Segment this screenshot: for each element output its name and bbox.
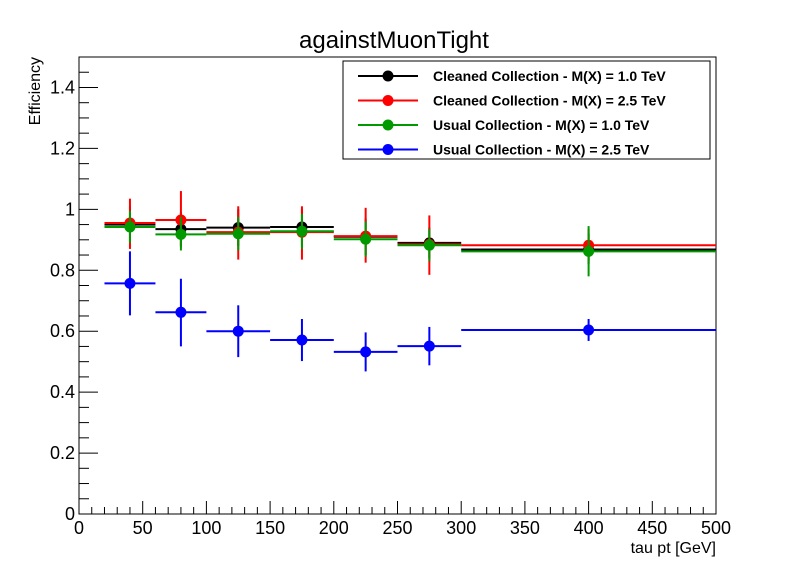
series-4 bbox=[104, 251, 716, 372]
legend-label: Cleaned Collection - M(X) = 2.5 TeV bbox=[433, 93, 666, 109]
y-tick-label: 1 bbox=[65, 199, 75, 219]
data-point bbox=[124, 221, 136, 233]
data-point bbox=[232, 228, 244, 240]
chart-title: againstMuonTight bbox=[299, 27, 489, 54]
x-tick-label: 150 bbox=[255, 518, 285, 538]
y-tick-label: 0.8 bbox=[50, 260, 75, 280]
x-tick-label: 300 bbox=[446, 518, 476, 538]
data-point bbox=[583, 245, 595, 257]
y-tick-label: 1.4 bbox=[50, 77, 75, 97]
legend-label: Cleaned Collection - M(X) = 1.0 TeV bbox=[433, 68, 666, 84]
data-point bbox=[175, 306, 187, 318]
data-point bbox=[360, 233, 372, 245]
y-tick-label: 0.2 bbox=[50, 443, 75, 463]
legend-marker bbox=[382, 144, 394, 155]
y-tick-label: 0.4 bbox=[50, 382, 75, 402]
data-point bbox=[296, 334, 308, 346]
legend-box bbox=[342, 60, 711, 160]
y-tick-label: 0.6 bbox=[50, 321, 75, 341]
x-axis-title: tau pt [GeV] bbox=[631, 540, 716, 557]
y-tick-label: 1.2 bbox=[50, 138, 75, 158]
data-point bbox=[232, 325, 244, 337]
data-point bbox=[296, 225, 308, 237]
y-axis-title: Efficiency bbox=[27, 57, 44, 125]
data-point bbox=[583, 324, 595, 336]
x-tick-label: 500 bbox=[701, 518, 731, 538]
x-tick-label: 200 bbox=[319, 518, 349, 538]
x-tick-label: 400 bbox=[574, 518, 604, 538]
legend-label: Usual Collection - M(X) = 2.5 TeV bbox=[433, 142, 650, 158]
x-tick-label: 100 bbox=[191, 518, 221, 538]
axes: 0 50 100 150 200 250 300 350 400 450 500 0 0.2 0.4 0.6… bbox=[50, 56, 731, 538]
x-tick-label: 450 bbox=[637, 518, 667, 538]
legend-marker bbox=[382, 95, 394, 106]
x-tick-label: 250 bbox=[382, 518, 412, 538]
legend: Cleaned Collection - M(X) = 1.0 TeV Clean… bbox=[342, 60, 711, 160]
legend-marker bbox=[382, 70, 394, 82]
x-tick-label: 0 bbox=[74, 518, 84, 538]
data-point bbox=[423, 239, 435, 251]
x-tick-label: 50 bbox=[133, 518, 153, 538]
legend-marker bbox=[382, 119, 394, 131]
x-tick-label: 350 bbox=[510, 518, 540, 538]
y-tick-label: 0 bbox=[65, 504, 75, 524]
data-point bbox=[175, 228, 187, 240]
data-point bbox=[423, 340, 435, 352]
data-point bbox=[124, 277, 136, 289]
legend-label: Usual Collection - M(X) = 1.0 TeV bbox=[433, 117, 650, 133]
data-point bbox=[360, 346, 372, 358]
series-3 bbox=[104, 210, 716, 277]
data-series bbox=[104, 191, 716, 372]
